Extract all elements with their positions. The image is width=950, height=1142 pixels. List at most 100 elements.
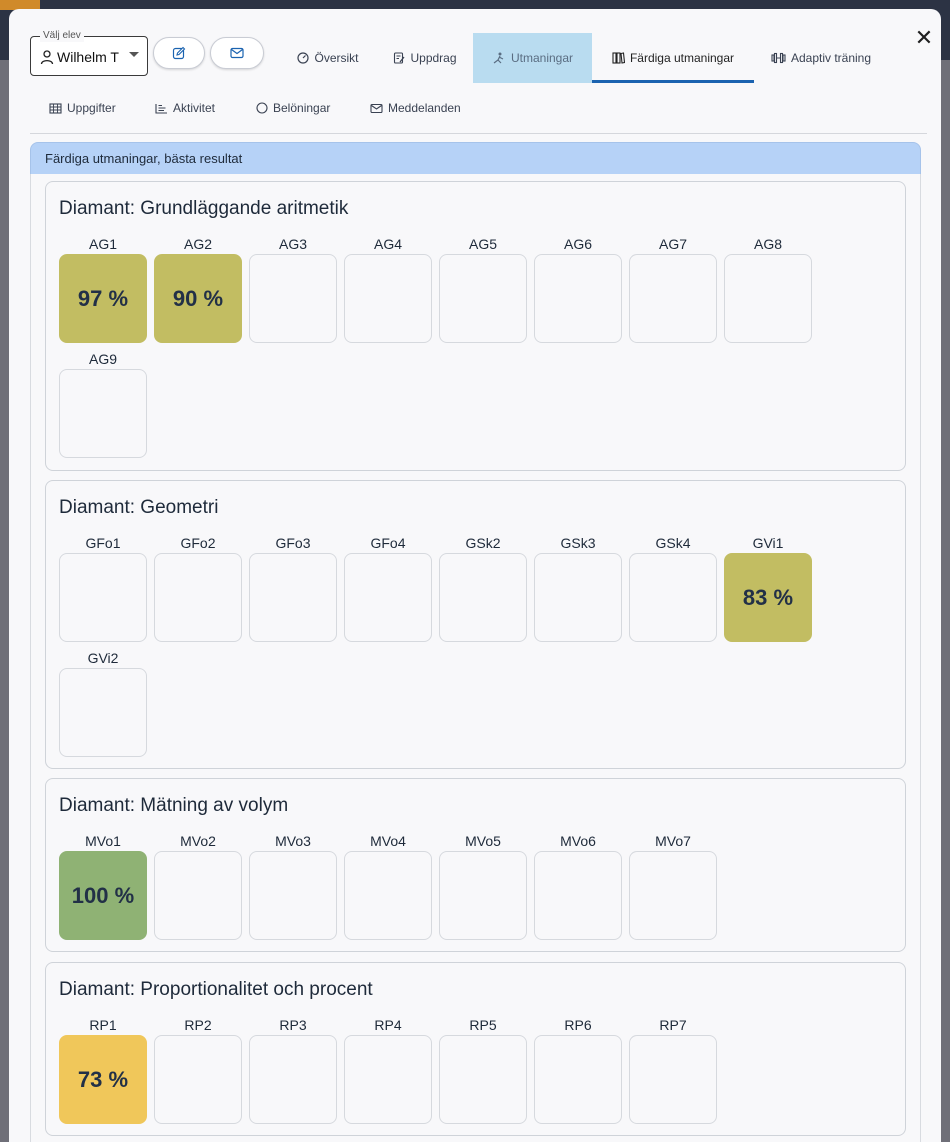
dumbbell-icon	[771, 52, 786, 64]
challenge-tile[interactable]: MVo6	[534, 833, 622, 940]
challenge-tile[interactable]: MVo7	[629, 833, 717, 940]
challenge-tile[interactable]: RP7	[629, 1017, 717, 1124]
challenge-tile[interactable]: GFo4	[344, 535, 432, 642]
challenge-score-box	[344, 851, 432, 940]
challenge-score-box	[59, 553, 147, 642]
section-title: Diamant: Geometri	[59, 497, 219, 518]
challenge-tile-label: AG9	[88, 351, 117, 367]
challenge-tile[interactable]: RP3	[249, 1017, 337, 1124]
challenge-score-box	[154, 851, 242, 940]
challenge-tile-label: RP1	[89, 1017, 117, 1033]
challenge-tile[interactable]: AG8	[724, 236, 812, 343]
subtab-label: Belöningar	[273, 101, 331, 115]
challenge-tile[interactable]: GFo1	[59, 535, 147, 642]
tab-oversikt[interactable]: Översikt	[279, 33, 377, 83]
challenge-tile[interactable]: AG1 97 %	[59, 236, 147, 343]
challenge-score-box	[439, 254, 527, 343]
challenge-score-box	[629, 553, 717, 642]
challenge-score-box: 100 %	[59, 851, 147, 940]
challenge-tile-label: GFo4	[370, 535, 406, 551]
challenge-score-box	[534, 1035, 622, 1124]
student-select-value: Wilhelm T	[57, 49, 119, 65]
challenge-score-box	[629, 254, 717, 343]
challenge-tile[interactable]: AG5	[439, 236, 527, 343]
tab-uppdrag[interactable]: Uppdrag	[378, 33, 472, 83]
challenge-score-box	[249, 1035, 337, 1124]
subtab-label: Uppgifter	[67, 101, 116, 115]
challenge-tile-label: GSk2	[465, 535, 501, 551]
challenge-tile[interactable]: MVo4	[344, 833, 432, 940]
challenge-tile[interactable]: RP1 73 %	[59, 1017, 147, 1124]
challenge-tile-label: MVo4	[370, 833, 406, 849]
challenge-score-box	[439, 1035, 527, 1124]
challenge-tile[interactable]: RP2	[154, 1017, 242, 1124]
challenge-tile[interactable]: MVo2	[154, 833, 242, 940]
close-icon[interactable]: ✕	[914, 25, 934, 50]
challenge-tile[interactable]: AG3	[249, 236, 337, 343]
challenge-tile[interactable]: AG2 90 %	[154, 236, 242, 343]
challenge-score-box	[534, 553, 622, 642]
challenge-tile[interactable]: RP6	[534, 1017, 622, 1124]
message-button[interactable]	[210, 37, 264, 69]
challenge-score-box	[344, 254, 432, 343]
panel-title-text: Färdiga utmaningar, bästa resultat	[45, 151, 243, 166]
challenge-tile[interactable]: GFo3	[249, 535, 337, 642]
edit-button[interactable]	[153, 37, 205, 69]
challenge-score-box	[344, 1035, 432, 1124]
assignment-icon	[394, 52, 405, 64]
challenge-tile-label: GFo3	[275, 535, 311, 551]
challenge-tile-label: AG7	[658, 236, 687, 252]
challenge-score-box: 90 %	[154, 254, 242, 343]
tab-label: Uppdrag	[410, 51, 457, 65]
challenge-tile-label: GFo2	[180, 535, 216, 551]
challenge-tile[interactable]: GVi1 83 %	[724, 535, 812, 642]
challenge-tile[interactable]: GSk3	[534, 535, 622, 642]
challenge-tile-label: MVo6	[560, 833, 596, 849]
challenge-tile-label: GVi2	[87, 650, 119, 666]
challenge-tile[interactable]: GSk4	[629, 535, 717, 642]
challenge-section: Diamant: Geometri GFo1 GFo2 GFo3 GFo4 GSk2 GSk…	[45, 480, 906, 769]
challenge-tile[interactable]: MVo5	[439, 833, 527, 940]
challenge-tile[interactable]: AG7	[629, 236, 717, 343]
challenge-score-box	[59, 369, 147, 458]
tab-utmaningar[interactable]: Utmaningar	[473, 33, 592, 83]
panel-title: Färdiga utmaningar, bästa resultat	[30, 142, 921, 175]
challenge-score-box	[629, 1035, 717, 1124]
challenge-tile-label: AG5	[468, 236, 497, 252]
tab-adaptiv-traning[interactable]: Adaptiv träning	[761, 33, 881, 83]
challenge-tile[interactable]: AG6	[534, 236, 622, 343]
mail-icon	[370, 103, 383, 113]
challenge-tile[interactable]: AG4	[344, 236, 432, 343]
subtab-beloningar[interactable]: Belöningar	[256, 99, 330, 117]
challenge-tile-label: RP4	[374, 1017, 402, 1033]
subtab-aktivitet[interactable]: Aktivitet	[155, 99, 215, 117]
challenge-section: Diamant: Grundläggande aritmetik AG1 97 % A…	[45, 181, 906, 471]
challenge-tile[interactable]: MVo1 100 %	[59, 833, 147, 940]
tab-label: Utmaningar	[510, 51, 574, 65]
challenge-score-box	[439, 553, 527, 642]
challenge-tile-label: AG1	[88, 236, 117, 252]
subtab-uppgifter[interactable]: Uppgifter	[49, 99, 116, 117]
challenge-score-box	[724, 254, 812, 343]
section-title: Diamant: Grundläggande aritmetik	[59, 198, 349, 219]
challenge-score-box: 73 %	[59, 1035, 147, 1124]
challenge-tile[interactable]: GFo2	[154, 535, 242, 642]
challenge-section: Diamant: Proportionalitet och procent RP1…	[45, 962, 906, 1136]
tab-fardiga-utmaningar[interactable]: Färdiga utmaningar	[592, 33, 754, 83]
challenge-score-box	[249, 851, 337, 940]
student-select[interactable]: Välj elev Wilhelm T	[30, 30, 148, 76]
challenge-tile[interactable]: RP5	[439, 1017, 527, 1124]
challenge-tile[interactable]: AG9	[59, 351, 147, 458]
challenge-tile-label: RP6	[564, 1017, 592, 1033]
challenge-tile[interactable]: GVi2	[59, 650, 147, 757]
challenge-score-box	[439, 851, 527, 940]
chart-icon	[155, 103, 167, 114]
challenge-tile[interactable]: GSk2	[439, 535, 527, 642]
divider	[30, 133, 927, 134]
challenge-tile[interactable]: MVo3	[249, 833, 337, 940]
climb-icon	[493, 52, 504, 64]
subtab-meddelanden[interactable]: Meddelanden	[370, 99, 461, 117]
challenge-score-box	[59, 668, 147, 757]
challenge-tile[interactable]: RP4	[344, 1017, 432, 1124]
chevron-down-icon	[129, 52, 139, 57]
